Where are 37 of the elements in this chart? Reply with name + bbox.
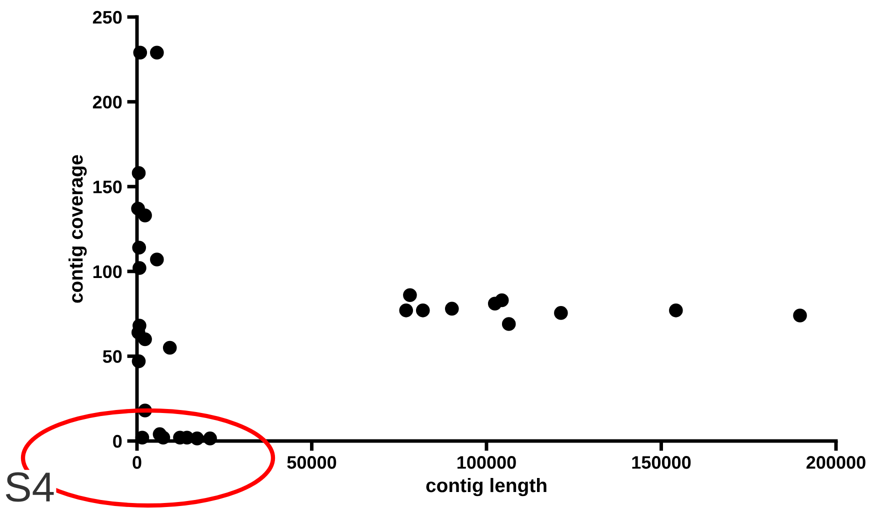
point bbox=[494, 293, 509, 308]
point bbox=[156, 430, 170, 445]
point bbox=[203, 432, 217, 446]
point bbox=[133, 46, 148, 60]
point bbox=[138, 208, 152, 222]
point bbox=[416, 304, 430, 318]
point bbox=[132, 166, 146, 180]
point bbox=[162, 340, 177, 355]
point bbox=[399, 304, 414, 318]
x-tick-label: 50000 bbox=[287, 456, 336, 469]
point bbox=[132, 354, 146, 368]
point bbox=[502, 317, 516, 331]
y-tick-label: 200 bbox=[92, 96, 122, 109]
point bbox=[150, 252, 164, 266]
y-axis-title: contig coverage bbox=[68, 155, 87, 303]
y-tick-label: 0 bbox=[113, 434, 122, 448]
x-tick-label: 200000 bbox=[806, 456, 866, 469]
y-tick-label: 50 bbox=[102, 350, 122, 363]
y-tick-label: 150 bbox=[93, 180, 122, 194]
point bbox=[190, 432, 204, 446]
point bbox=[150, 46, 164, 60]
point bbox=[132, 240, 146, 255]
point bbox=[554, 306, 568, 320]
point bbox=[132, 261, 146, 275]
point bbox=[669, 304, 683, 318]
x-axis-title: contig length bbox=[426, 478, 546, 496]
text: S4 bbox=[6, 472, 54, 502]
y-tick-label: 250 bbox=[92, 10, 122, 24]
point bbox=[444, 302, 459, 316]
point bbox=[135, 430, 150, 445]
x-tick-label: 100000 bbox=[458, 456, 516, 469]
point bbox=[138, 332, 152, 346]
point bbox=[793, 308, 807, 322]
y-tick-label: 100 bbox=[93, 265, 122, 278]
point bbox=[403, 288, 417, 302]
x-tick-label: 0 bbox=[132, 456, 142, 469]
x-tick-label: 150000 bbox=[632, 456, 691, 469]
